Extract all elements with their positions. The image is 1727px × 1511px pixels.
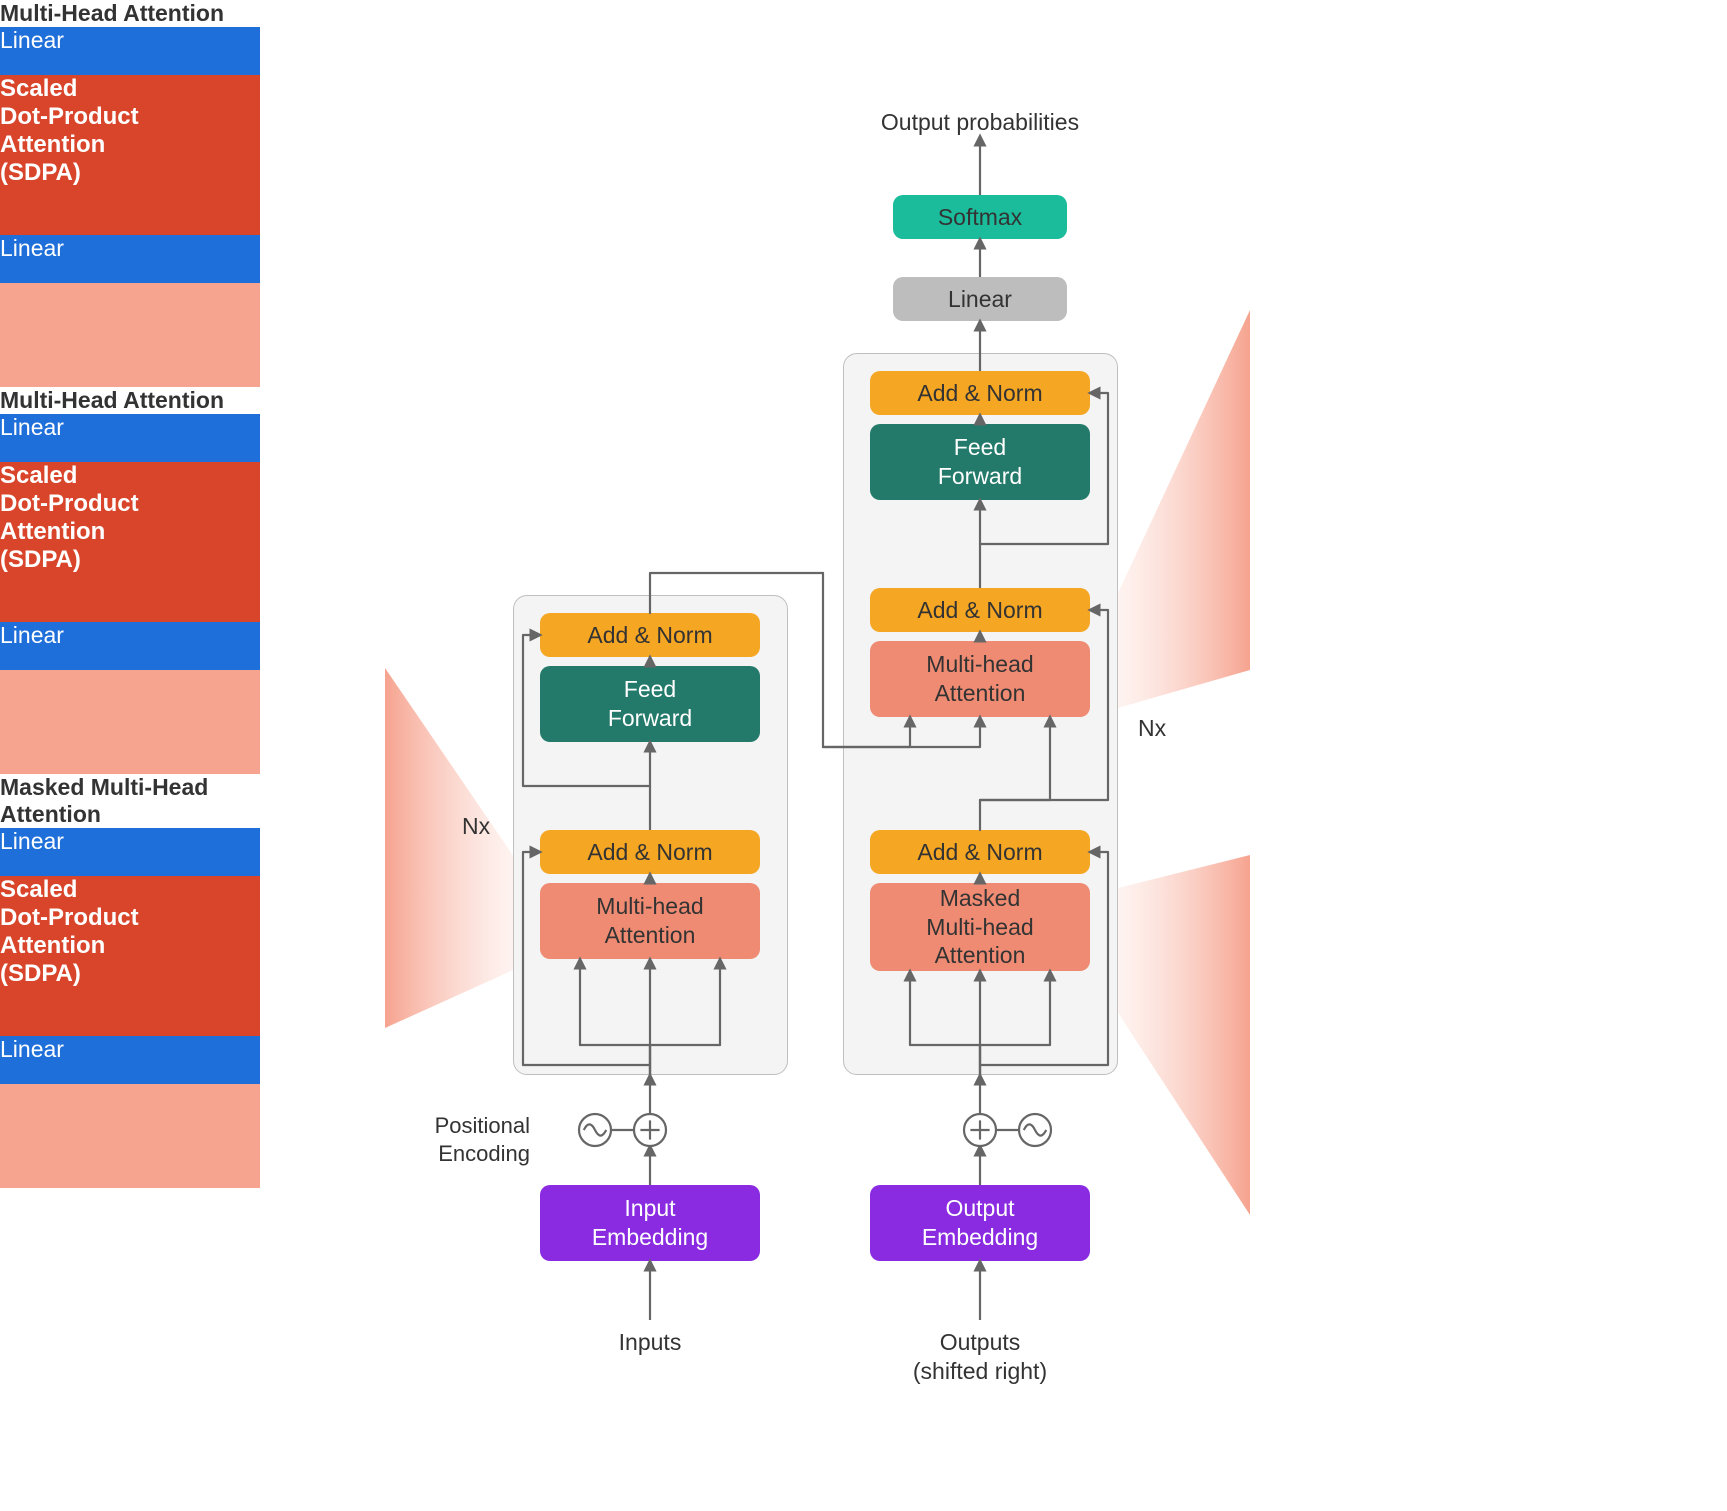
co_left-sdpa: Scaled Dot-Product Attention (SDPA)	[0, 75, 260, 235]
outputs-label: Outputs (shifted right)	[905, 1328, 1055, 1386]
input_emb-block: Input Embedding	[540, 1185, 760, 1261]
co_left-title: Multi-Head Attention	[0, 0, 300, 27]
enc_ff-block: Feed Forward	[540, 666, 760, 742]
co_topright-linear-bottom: Linear	[0, 622, 260, 670]
co_botright-title: Masked Multi-Head Attention	[0, 774, 300, 828]
dec_ff-block: Feed Forward	[870, 424, 1090, 500]
co_botright-linear-bottom: Linear	[0, 1036, 260, 1084]
nx-right-label: Nx	[1138, 714, 1166, 743]
co_topright-sdpa: Scaled Dot-Product Attention (SDPA)	[0, 462, 260, 622]
co_topright-title: Multi-Head Attention	[0, 387, 300, 414]
co_botright-sdpa: Scaled Dot-Product Attention (SDPA)	[0, 876, 260, 1036]
co_botright-box: LinearScaled Dot-Product Attention (SDPA…	[0, 828, 260, 1188]
co_left-linear-bottom: Linear	[0, 235, 260, 283]
co_botright-linear-top: Linear	[0, 828, 260, 876]
softmax-block: Softmax	[893, 195, 1067, 239]
diagram-root: Multi-Head AttentionLinearScaled Dot-Pro…	[0, 0, 1727, 1511]
enc_mha-block: Multi-head Attention	[540, 883, 760, 959]
co_topright-box: LinearScaled Dot-Product Attention (SDPA…	[0, 414, 260, 774]
dec_mha-block: Multi-head Attention	[870, 641, 1090, 717]
dec_mmha-block: Masked Multi-head Attention	[870, 883, 1090, 971]
dec_addnorm2-block: Add & Norm	[870, 588, 1090, 632]
co_left-box: LinearScaled Dot-Product Attention (SDPA…	[0, 27, 260, 387]
enc_addnorm1-block: Add & Norm	[540, 830, 760, 874]
enc_addnorm2-block: Add & Norm	[540, 613, 760, 657]
dec_addnorm1-block: Add & Norm	[870, 830, 1090, 874]
positional-encoding-label: Positional Encoding	[390, 1112, 530, 1167]
co_topright-linear-top: Linear	[0, 414, 260, 462]
nx-left-label: Nx	[462, 812, 490, 841]
output-probabilities-label: Output probabilities	[870, 108, 1090, 137]
co_left-linear-top: Linear	[0, 27, 260, 75]
dec_addnorm3-block: Add & Norm	[870, 371, 1090, 415]
output_emb-block: Output Embedding	[870, 1185, 1090, 1261]
linear-block: Linear	[893, 277, 1067, 321]
inputs-label: Inputs	[600, 1328, 700, 1357]
